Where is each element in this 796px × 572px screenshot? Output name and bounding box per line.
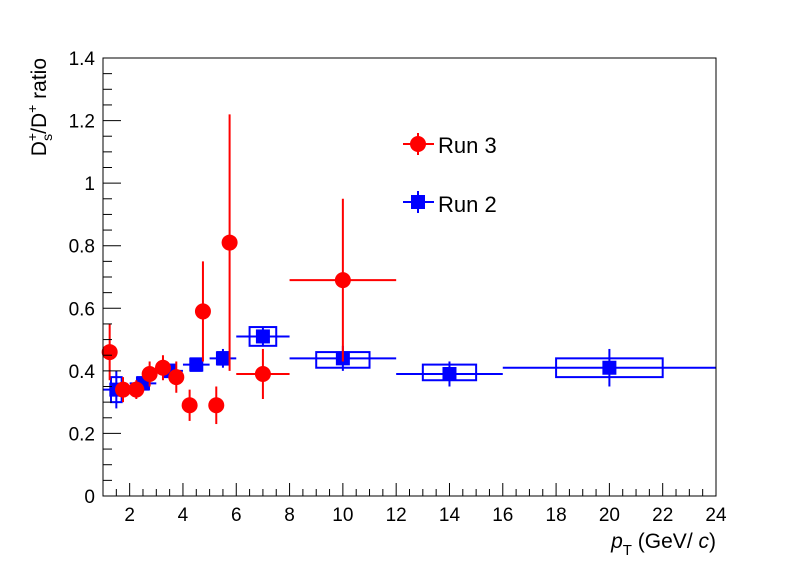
run3-data-point (128, 380, 145, 400)
y-axis-post: ratio (28, 58, 51, 105)
y-tick-label: 1.4 (69, 49, 96, 70)
x-tick-label: 16 (492, 505, 513, 526)
run2-square-marker (602, 360, 617, 375)
y-axis-title: D+s/D+ ratio (24, 58, 55, 156)
y-axis-sup2: + (24, 105, 40, 113)
x-axis-var: p (610, 530, 623, 553)
run2-data-point (182, 357, 210, 372)
run3-circle-marker (114, 381, 131, 398)
axis-ticks (103, 57, 717, 497)
x-tick-label: 12 (386, 505, 407, 526)
run3-circle-marker (334, 272, 351, 289)
run3-circle-marker (221, 234, 238, 251)
run2-square-marker (255, 329, 270, 344)
run3-data-point (236, 348, 290, 400)
run3-circle-marker (208, 397, 225, 414)
run2-square-marker (189, 357, 204, 372)
run2-data-point (209, 348, 237, 368)
run3-data-point (114, 377, 131, 403)
run3-data-point (141, 361, 158, 387)
run3-data-point (208, 386, 225, 425)
x-tick-label: 6 (231, 505, 242, 526)
run3-circle-marker (128, 381, 145, 398)
y-tick-label: 0.6 (69, 299, 95, 320)
legend-entry-run2: Run 2 (403, 191, 497, 217)
y-axis-pre: D (28, 141, 51, 156)
y-axis-sub1: s (39, 134, 55, 141)
legend-run3-marker (410, 136, 426, 152)
x-axis-var-sub: T (623, 542, 632, 559)
x-tick-label: 18 (546, 505, 567, 526)
run3-data-point (154, 355, 171, 381)
y-tick-label: 0.8 (69, 237, 95, 258)
run3-circle-marker (194, 303, 211, 320)
legend-run2-label: Run 2 (438, 192, 497, 217)
y-axis-sup1: + (24, 133, 40, 141)
x-tick-label: 8 (284, 505, 295, 526)
legend-run2-marker (411, 195, 425, 209)
x-axis-title: pT (GeV/ c) (610, 530, 716, 559)
run2-data-point (236, 326, 290, 347)
x-tick-label: 2 (124, 505, 135, 526)
run3-data-point (289, 198, 397, 362)
run2-square-marker (215, 351, 230, 366)
x-axis-unit-var: c (693, 530, 710, 553)
x-tick-label: 10 (332, 505, 353, 526)
run3-data-point (168, 361, 185, 393)
run3-circle-marker (181, 397, 198, 414)
x-tick-label: 22 (652, 505, 673, 526)
run2-square-marker (442, 366, 457, 381)
y-tick-label: 0.4 (69, 362, 96, 383)
x-tick-label: 4 (178, 505, 189, 526)
run3-circle-marker (101, 344, 118, 361)
run2-data-point (396, 361, 503, 387)
run3-circle-marker (254, 365, 271, 382)
x-tick-label: 20 (599, 505, 620, 526)
run3-circle-marker (168, 369, 185, 386)
run3-data-point (221, 114, 238, 371)
y-tick-label: 1.2 (69, 112, 95, 133)
legend-run3-label: Run 3 (438, 133, 497, 158)
run2-data-point (502, 348, 716, 387)
legend: Run 3 Run 2 (403, 133, 497, 217)
y-tick-label: 0.2 (69, 424, 95, 445)
run3-data-point (194, 261, 211, 362)
x-axis-unit-pre: (GeV/ (632, 530, 693, 553)
run3-data-point (181, 389, 198, 421)
x-tick-label: 14 (439, 505, 461, 526)
run3-circle-marker (141, 365, 158, 382)
y-tick-label: 1 (84, 174, 95, 195)
legend-entry-run3: Run 3 (403, 133, 497, 158)
plot-series-layer (101, 114, 716, 425)
x-tick-label: 24 (705, 505, 727, 526)
y-axis-mid: /D (28, 113, 51, 134)
run3-circle-marker (154, 359, 171, 376)
y-tick-label: 0 (84, 487, 95, 508)
x-axis-unit-post: ) (709, 530, 716, 553)
